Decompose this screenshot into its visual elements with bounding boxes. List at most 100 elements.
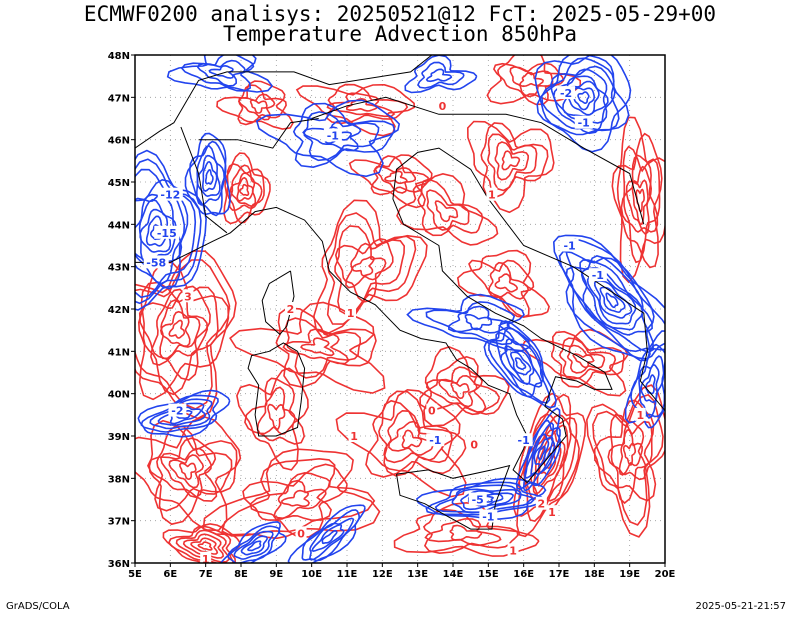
warm-isoline bbox=[197, 541, 213, 551]
cold-isoline bbox=[292, 102, 396, 169]
map-subtitle: Temperature Advection 850hPa bbox=[222, 22, 577, 46]
contour-label: -58 bbox=[146, 256, 166, 269]
warm-isoline bbox=[226, 163, 265, 224]
warm-isoline bbox=[275, 307, 377, 389]
map-title: ECMWF0200 analisys: 20250521@12 FcT: 202… bbox=[83, 2, 717, 26]
warm-isoline bbox=[625, 165, 653, 236]
cold-isoline bbox=[157, 402, 207, 426]
warm-isoline bbox=[285, 317, 362, 379]
latitude-axis: 48N 47N 46N 45N 44N 43N 42N 41N 40N 39N 38N 37N 36N bbox=[108, 51, 135, 570]
lon-tick-label: 17E bbox=[549, 569, 570, 580]
contour-label-bg bbox=[295, 526, 307, 540]
cold-isoline bbox=[321, 529, 338, 545]
cold-isoline bbox=[311, 523, 345, 552]
cold-isoline bbox=[425, 301, 516, 346]
cold-isoline bbox=[624, 330, 665, 429]
warm-isoline bbox=[160, 447, 212, 499]
cold-isoline bbox=[558, 250, 655, 362]
cold-isoline bbox=[246, 540, 262, 552]
border-line bbox=[180, 126, 228, 234]
warm-isoline bbox=[138, 285, 211, 381]
contour-label-bg bbox=[507, 543, 519, 557]
contour-field bbox=[135, 55, 665, 563]
cold-isoline bbox=[451, 488, 522, 514]
warm-isoline bbox=[159, 299, 201, 360]
sicily-coastline bbox=[396, 464, 511, 530]
lat-tick-label: 40N bbox=[108, 390, 130, 401]
sardinia-coastline bbox=[247, 342, 306, 437]
contour-label: 1 bbox=[350, 430, 358, 443]
warm-isoline bbox=[494, 273, 519, 293]
contour-label-bg bbox=[426, 403, 438, 417]
warm-isoline bbox=[326, 92, 396, 118]
cold-isoline bbox=[196, 59, 246, 87]
contour-label-bg bbox=[634, 407, 646, 421]
lat-tick-label: 39N bbox=[108, 432, 130, 443]
contour-label: 1 bbox=[488, 189, 496, 202]
contour-label: -1 bbox=[327, 129, 339, 142]
contour-label: 1 bbox=[202, 553, 210, 566]
warm-isoline bbox=[558, 337, 617, 380]
cold-isoline bbox=[537, 445, 546, 461]
cold-isoline bbox=[550, 65, 616, 135]
cold-isoline bbox=[522, 419, 561, 492]
border-line bbox=[198, 118, 319, 149]
contour-label-bg bbox=[154, 225, 180, 239]
warm-isoline bbox=[148, 419, 238, 526]
warm-isoline bbox=[236, 367, 309, 471]
cold-isoline bbox=[219, 521, 287, 563]
cold-isoline bbox=[504, 345, 535, 386]
contour-label-bg bbox=[168, 403, 187, 417]
cold-isoline bbox=[175, 409, 193, 420]
cold-isoline bbox=[404, 55, 478, 94]
cold-isoline bbox=[566, 80, 600, 116]
contour-label-bg bbox=[574, 115, 593, 129]
cold-isoline bbox=[425, 481, 546, 516]
contour-label-bg bbox=[345, 306, 357, 320]
warm-isoline bbox=[168, 319, 186, 339]
contour-label-bg bbox=[514, 433, 533, 447]
cold-isoline bbox=[605, 292, 619, 309]
cold-isoline bbox=[233, 530, 274, 560]
warm-isoline bbox=[551, 330, 625, 388]
lon-tick-label: 9E bbox=[269, 569, 283, 580]
warm-isoline bbox=[334, 237, 394, 303]
warm-isoline bbox=[300, 337, 335, 357]
warm-isoline bbox=[168, 454, 205, 489]
contour-label: -15 bbox=[157, 227, 177, 240]
cold-isoline bbox=[301, 509, 361, 562]
warm-isoline bbox=[383, 409, 445, 464]
lat-tick-label: 38N bbox=[108, 474, 130, 485]
warm-isoline bbox=[244, 377, 306, 445]
cold-isoline bbox=[240, 535, 268, 556]
warm-isoline bbox=[216, 80, 294, 130]
lat-tick-label: 44N bbox=[108, 220, 130, 231]
contour-label-bg bbox=[560, 238, 579, 252]
warm-isoline bbox=[566, 344, 606, 374]
contour-label: 3 bbox=[184, 290, 192, 303]
warm-isoline bbox=[162, 523, 241, 563]
cold-isoline bbox=[533, 438, 550, 466]
warm-isoline bbox=[509, 66, 554, 98]
contour-label-bg bbox=[588, 268, 607, 282]
cold-isoline bbox=[514, 357, 527, 371]
contour-label-bg bbox=[182, 289, 194, 303]
lat-tick-label: 43N bbox=[108, 263, 130, 274]
cold-isoline bbox=[138, 198, 178, 264]
warm-isoline bbox=[365, 390, 467, 478]
warm-isoline bbox=[426, 189, 470, 231]
warm-isoline bbox=[175, 529, 230, 563]
warm-isoline bbox=[179, 462, 197, 481]
contour-label: 1 bbox=[636, 409, 644, 422]
cold-isoline bbox=[488, 327, 551, 404]
warm-isoline bbox=[486, 55, 582, 105]
warm-isoline bbox=[383, 170, 408, 185]
lat-tick-label: 45N bbox=[108, 178, 130, 189]
contour-label: -5 bbox=[472, 494, 484, 507]
cold-isoline bbox=[464, 313, 493, 331]
contour-label: -1 bbox=[563, 240, 575, 253]
warm-isoline bbox=[147, 437, 218, 502]
warm-isoline bbox=[618, 429, 643, 476]
warm-isoline bbox=[150, 288, 209, 366]
corsica-coastline bbox=[261, 270, 295, 336]
